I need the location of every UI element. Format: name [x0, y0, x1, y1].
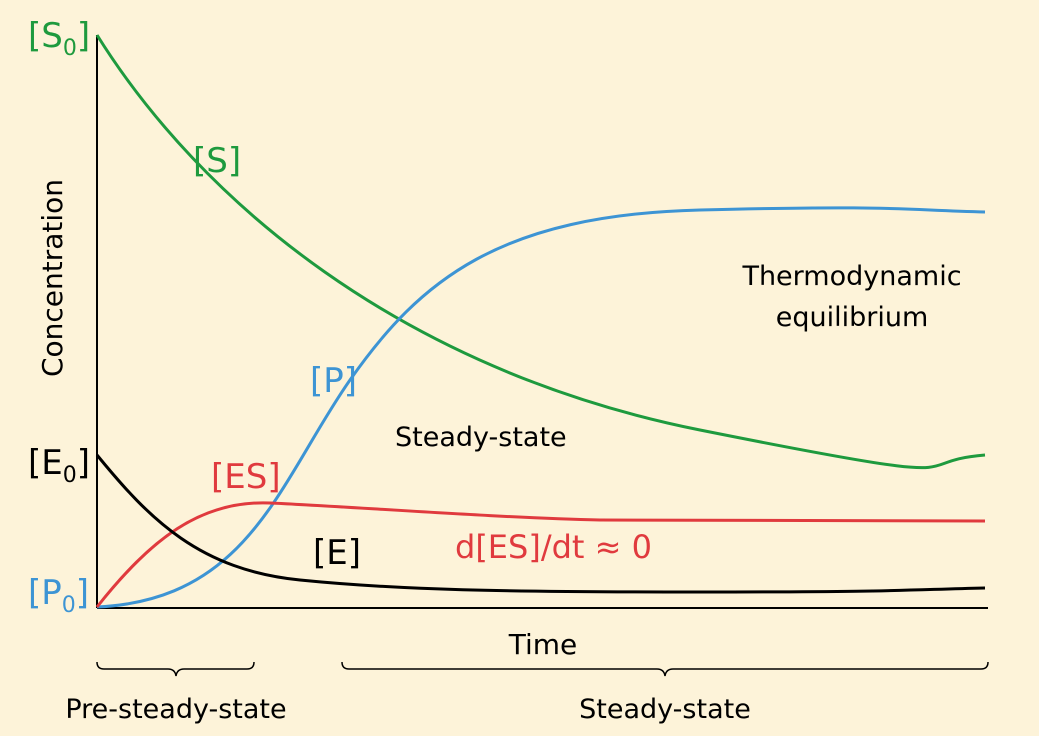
enzyme-curve: [95, 454, 986, 594]
p0-label: [P0]: [28, 573, 89, 618]
label-suffix: ]: [77, 16, 90, 56]
substrate-curve: [95, 34, 986, 470]
y-axis-title: Concentration: [36, 179, 69, 377]
x-axis-title: Time: [508, 628, 578, 661]
s-label: [S]: [193, 141, 241, 181]
p-label: [P]: [310, 361, 357, 401]
e0-label: [E0]: [28, 443, 90, 488]
label-main: [E: [28, 443, 63, 483]
pre-steady-brace: [96, 661, 255, 677]
s0-label: [S0]: [28, 16, 90, 61]
steady-label: Steady-state: [579, 694, 751, 725]
label-main: [S: [28, 16, 63, 56]
label-subscript: 0: [63, 36, 77, 61]
steady-state-annotation: Steady-state: [395, 422, 567, 453]
label-suffix: ]: [76, 573, 89, 613]
label-main: [P: [28, 573, 62, 613]
steady-brace: [341, 661, 989, 677]
equilibrium-line: equilibrium: [776, 302, 929, 333]
label-subscript: 0: [62, 593, 76, 618]
pre-steady-label: Pre-steady-state: [65, 694, 286, 725]
es-rate-annotation: d[ES]/dt ≈ 0: [455, 528, 652, 566]
equilibrium-line: Thermodynamic: [741, 261, 961, 292]
complex-curve: [95, 501, 986, 608]
product-curve: [96, 206, 986, 609]
label-subscript: 0: [63, 463, 77, 488]
e-label: [E]: [313, 533, 361, 573]
es-label: [ES]: [211, 457, 281, 497]
label-suffix: ]: [77, 443, 90, 483]
